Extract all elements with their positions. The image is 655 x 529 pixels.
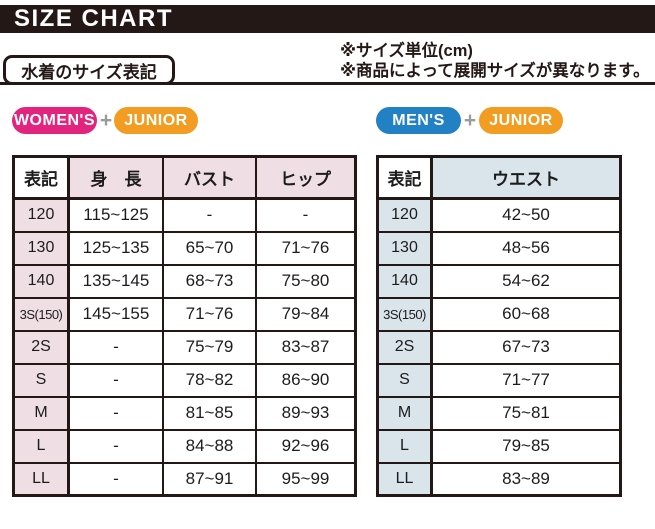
- size-label-cell: 140: [376, 263, 433, 299]
- table-row: LL 83~89: [376, 461, 622, 497]
- value-cell: 81~85: [162, 395, 257, 431]
- value-cell: 68~73: [162, 263, 257, 299]
- table-row: 3S(150) 145~155 71~76 79~84: [12, 296, 357, 332]
- junior-badge: JUNIOR: [114, 107, 198, 134]
- page-title: SIZE CHART: [14, 5, 173, 32]
- value-cell: 135~145: [67, 263, 164, 299]
- size-label-cell: M: [376, 395, 433, 431]
- value-cell: 84~88: [162, 428, 257, 464]
- value-cell: 71~77: [430, 362, 622, 398]
- value-cell: -: [255, 197, 357, 233]
- table-row: L 79~85: [376, 428, 622, 464]
- size-label-cell: L: [12, 428, 70, 464]
- size-label-cell: 3S(150): [376, 296, 433, 332]
- value-cell: 79~84: [255, 296, 357, 332]
- table-row: LL -87~91 95~99: [12, 461, 357, 497]
- table-row: 120 115~125- -: [12, 197, 357, 233]
- measure-column-header: 身 長: [67, 155, 164, 200]
- plus-sign: +: [99, 108, 113, 132]
- value-cell: 86~90: [255, 362, 357, 398]
- womens-badge: WOMEN'S: [12, 107, 97, 134]
- value-cell: 75~79: [162, 329, 257, 365]
- value-cell: 125~135: [67, 230, 164, 266]
- value-cell: 75~80: [255, 263, 357, 299]
- value-cell: 87~91: [162, 461, 257, 497]
- mens-size-table: 表記 ウエスト 120 42~50 130 48~56 140 54~62 3S(150) 60~…: [376, 155, 622, 497]
- size-label-cell: 120: [12, 197, 70, 233]
- value-cell: -: [162, 197, 257, 233]
- size-label-cell: 120: [376, 197, 433, 233]
- table-row: L -84~88 92~96: [12, 428, 357, 464]
- value-cell: 71~76: [255, 230, 357, 266]
- value-cell: -: [67, 329, 164, 365]
- availability-note: ※商品によって展開サイズが異なります。: [340, 62, 650, 80]
- value-cell: 67~73: [430, 329, 622, 365]
- table-row: 2S -75~79 83~87: [12, 329, 357, 365]
- value-cell: 79~85: [430, 428, 622, 464]
- value-cell: 78~82: [162, 362, 257, 398]
- size-label-cell: M: [12, 395, 70, 431]
- mens-badge: MEN'S: [376, 107, 461, 134]
- value-cell: 65~70: [162, 230, 257, 266]
- measure-column-header: バスト: [162, 155, 257, 200]
- table-row: S -78~82 86~90: [12, 362, 357, 398]
- plus-sign: +: [463, 108, 477, 132]
- section-label-box: 水着のサイズ表記: [3, 55, 175, 85]
- notes-block: ※サイズ単位(cm) ※商品によって展開サイズが異なります。: [340, 41, 655, 81]
- size-label-cell: S: [12, 362, 70, 398]
- size-label-cell: L: [376, 428, 433, 464]
- table-row: M -81~85 89~93: [12, 395, 357, 431]
- table-row: M 75~81: [376, 395, 622, 431]
- header-row: 表記身 長バスト ヒップ: [12, 155, 357, 200]
- header-row: 表記 ウエスト: [376, 155, 622, 200]
- value-cell: 71~76: [162, 296, 257, 332]
- value-cell: 83~89: [430, 461, 622, 497]
- value-cell: 75~81: [430, 395, 622, 431]
- section-divider-line: [0, 82, 655, 85]
- junior-badge: JUNIOR: [479, 107, 563, 134]
- size-label-cell: LL: [12, 461, 70, 497]
- value-cell: -: [67, 362, 164, 398]
- table-row: 2S 67~73: [376, 329, 622, 365]
- table-row: 3S(150) 60~68: [376, 296, 622, 332]
- value-cell: -: [67, 428, 164, 464]
- size-label-cell: 130: [12, 230, 70, 266]
- value-cell: 60~68: [430, 296, 622, 332]
- value-cell: -: [67, 461, 164, 497]
- value-cell: 145~155: [67, 296, 164, 332]
- value-cell: -: [67, 395, 164, 431]
- value-cell: 83~87: [255, 329, 357, 365]
- size-label-cell: 130: [376, 230, 433, 266]
- table-row: 120 42~50: [376, 197, 622, 233]
- size-label-cell: 3S(150): [12, 296, 70, 332]
- unit-note: ※サイズ単位(cm): [340, 42, 473, 60]
- section-label: 水着のサイズ表記: [21, 62, 157, 82]
- measure-column-header: ウエスト: [430, 155, 622, 200]
- table-row: 140 135~145 68~73 75~80: [12, 263, 357, 299]
- table-row: 130 48~56: [376, 230, 622, 266]
- size-label-cell: S: [376, 362, 433, 398]
- size-column-header: 表記: [12, 155, 70, 200]
- table-row: 140 54~62: [376, 263, 622, 299]
- womens-size-table: 表記身 長バスト ヒップ 120 115~125- -130 125~135 65~70 71…: [12, 155, 357, 497]
- value-cell: 42~50: [430, 197, 622, 233]
- size-label-cell: LL: [376, 461, 433, 497]
- value-cell: 89~93: [255, 395, 357, 431]
- value-cell: 54~62: [430, 263, 622, 299]
- size-label-cell: 2S: [12, 329, 70, 365]
- table-row: S 71~77: [376, 362, 622, 398]
- value-cell: 48~56: [430, 230, 622, 266]
- size-column-header: 表記: [376, 155, 433, 200]
- table-row: 130 125~135 65~70 71~76: [12, 230, 357, 266]
- value-cell: 115~125: [67, 197, 164, 233]
- size-label-cell: 140: [12, 263, 70, 299]
- value-cell: 92~96: [255, 428, 357, 464]
- value-cell: 95~99: [255, 461, 357, 497]
- size-label-cell: 2S: [376, 329, 433, 365]
- page-title-banner: SIZE CHART: [0, 5, 655, 33]
- measure-column-header: ヒップ: [255, 155, 357, 200]
